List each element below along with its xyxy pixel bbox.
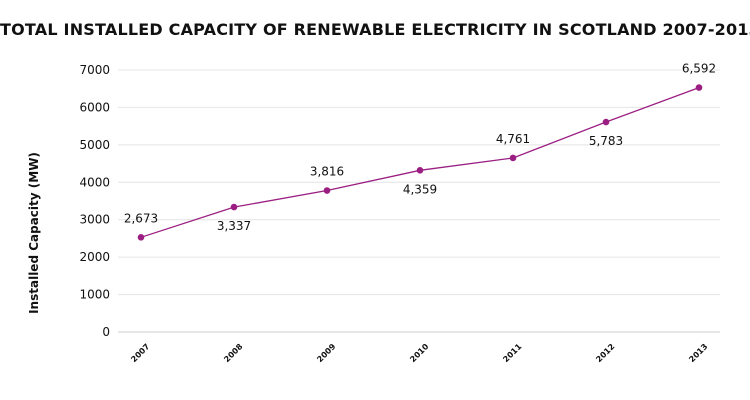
data-labels: 2,673 3,337 3,816 4,359 4,761 5,783 6,592	[124, 62, 716, 234]
y-tick-label: 0	[102, 325, 110, 339]
data-point	[416, 167, 424, 174]
y-tick-label: 3000	[79, 213, 110, 227]
gridlines	[118, 69, 720, 333]
x-tick-label: 2009	[315, 342, 337, 364]
x-axis-ticks: 2007 2008 2009 2010 2011 2012 2013	[129, 342, 709, 364]
y-tick-label: 1000	[79, 288, 110, 302]
data-points	[137, 84, 703, 241]
series-line-layer	[140, 86, 700, 238]
x-tick-label: 2011	[501, 342, 523, 364]
y-tick-label: 7000	[79, 63, 110, 77]
data-point	[137, 234, 145, 241]
data-point	[230, 203, 238, 211]
data-label: 4,761	[496, 132, 530, 146]
data-label: 6,592	[682, 62, 716, 76]
x-tick-label: 2013	[687, 342, 709, 364]
y-axis-label: Installed Capacity (MW)	[27, 152, 41, 314]
y-tick-label: 6000	[79, 100, 110, 114]
data-point	[509, 154, 517, 162]
x-tick-label: 2012	[594, 342, 616, 364]
x-tick-label: 2010	[408, 342, 430, 364]
x-tick-label: 2007	[129, 342, 151, 364]
data-label: 2,673	[124, 211, 158, 225]
x-tick-label: 2008	[222, 342, 244, 364]
y-axis-ticks: 0 1000 2000 3000 4000 5000 6000 7000	[79, 63, 110, 339]
y-tick-label: 4000	[79, 175, 110, 189]
y-tick-label: 2000	[79, 250, 110, 264]
y-tick-label: 5000	[79, 138, 110, 152]
data-point	[695, 84, 703, 91]
data-point	[323, 187, 331, 194]
series-line	[140, 86, 700, 238]
data-label: 3,337	[217, 219, 251, 233]
data-point	[602, 118, 610, 126]
chart-title: TOTAL INSTALLED CAPACITY OF RENEWABLE EL…	[0, 20, 750, 39]
data-label: 5,783	[589, 134, 623, 148]
data-label: 4,359	[403, 182, 437, 196]
data-label: 3,816	[310, 165, 344, 179]
